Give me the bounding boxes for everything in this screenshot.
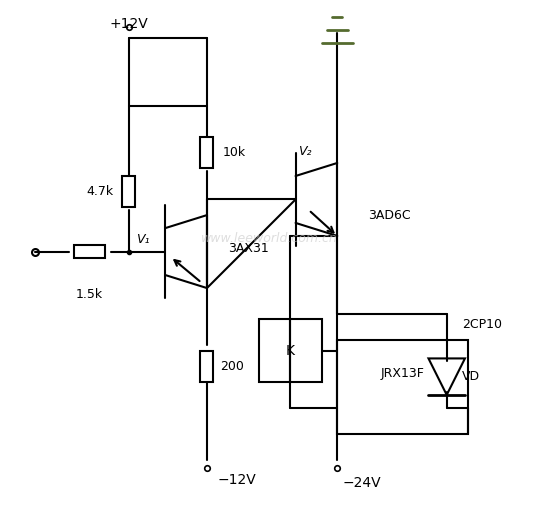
Text: 200: 200 [220, 360, 244, 373]
Text: JRX13F: JRX13F [381, 366, 424, 379]
Bar [74, 245, 105, 258]
Text: VD: VD [462, 370, 480, 383]
Text: −12V: −12V [217, 473, 256, 487]
Text: www.leeworld.com.cn: www.leeworld.com.cn [201, 232, 338, 245]
Text: V₁: V₁ [136, 233, 150, 246]
Bar [122, 176, 135, 208]
Text: 1.5k: 1.5k [76, 288, 103, 301]
Text: 2CP10: 2CP10 [462, 318, 502, 331]
Text: K: K [286, 344, 295, 357]
Text: 3AD6C: 3AD6C [369, 209, 411, 222]
Bar [201, 351, 213, 382]
Text: −24V: −24V [342, 476, 381, 490]
Bar [201, 137, 213, 168]
Bar [259, 319, 322, 382]
Text: 4.7k: 4.7k [86, 185, 113, 198]
Text: 3AX31: 3AX31 [228, 243, 268, 256]
Text: 10k: 10k [223, 146, 246, 159]
Text: +12V: +12V [109, 17, 148, 31]
Bar [337, 340, 467, 434]
Text: V₂: V₂ [298, 145, 312, 158]
